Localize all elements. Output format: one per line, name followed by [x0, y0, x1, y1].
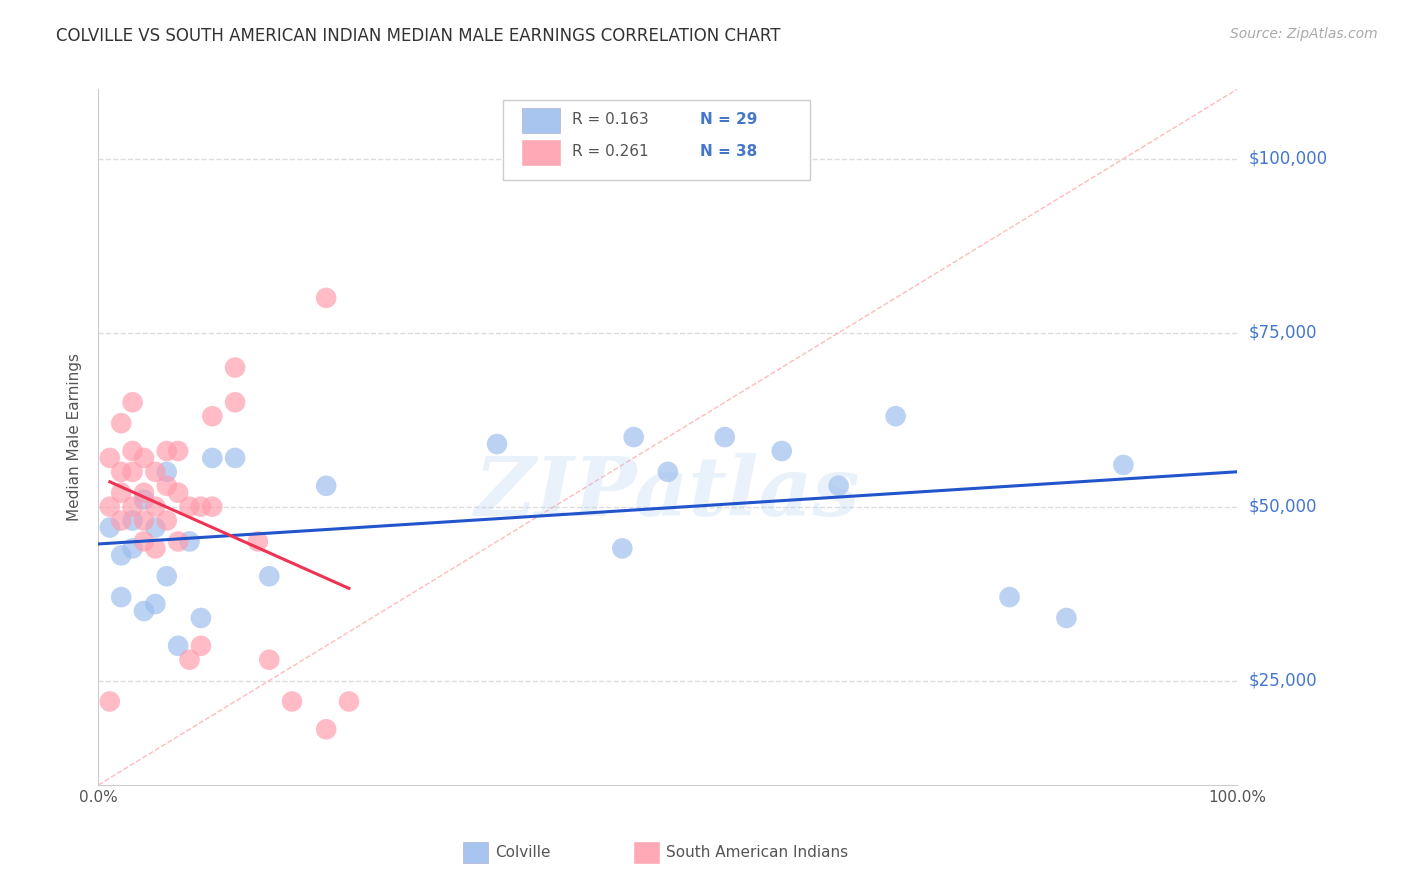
Point [486, 437, 509, 451]
Point [179, 653, 201, 667]
Text: N = 38: N = 38 [700, 145, 756, 160]
FancyBboxPatch shape [634, 842, 659, 863]
Point [179, 534, 201, 549]
Point [132, 534, 155, 549]
Point [828, 479, 851, 493]
Point [110, 416, 132, 430]
Point [156, 444, 179, 458]
Point [259, 653, 281, 667]
Point [190, 639, 212, 653]
Point [145, 541, 167, 556]
Point [167, 485, 190, 500]
Point [132, 514, 155, 528]
Point [121, 514, 143, 528]
Point [315, 723, 337, 737]
FancyBboxPatch shape [522, 108, 560, 133]
Point [156, 569, 179, 583]
Point [156, 465, 179, 479]
Point [98, 450, 121, 465]
Point [121, 444, 143, 458]
Point [145, 500, 167, 514]
Point [167, 639, 190, 653]
Point [121, 395, 143, 409]
Point [110, 514, 132, 528]
Point [145, 597, 167, 611]
Point [998, 590, 1021, 604]
Point [884, 409, 907, 424]
FancyBboxPatch shape [463, 842, 488, 863]
Point [98, 500, 121, 514]
Point [623, 430, 645, 444]
Text: $75,000: $75,000 [1249, 324, 1317, 342]
Text: $100,000: $100,000 [1249, 150, 1327, 168]
Text: Colville: Colville [495, 845, 550, 860]
Point [110, 465, 132, 479]
Point [132, 604, 155, 618]
Point [201, 450, 224, 465]
Point [132, 485, 155, 500]
Y-axis label: Median Male Earnings: Median Male Earnings [67, 353, 83, 521]
Point [714, 430, 737, 444]
Point [201, 500, 224, 514]
Point [132, 450, 155, 465]
Point [121, 541, 143, 556]
FancyBboxPatch shape [503, 100, 810, 179]
Point [281, 694, 304, 708]
Point [1112, 458, 1135, 472]
Point [315, 479, 337, 493]
Point [259, 569, 281, 583]
Text: COLVILLE VS SOUTH AMERICAN INDIAN MEDIAN MALE EARNINGS CORRELATION CHART: COLVILLE VS SOUTH AMERICAN INDIAN MEDIAN… [56, 27, 780, 45]
Point [110, 485, 132, 500]
Point [110, 549, 132, 563]
Point [98, 520, 121, 534]
Point [145, 520, 167, 534]
Point [224, 395, 246, 409]
FancyBboxPatch shape [522, 140, 560, 165]
Point [770, 444, 793, 458]
Point [121, 500, 143, 514]
Point [121, 465, 143, 479]
Text: N = 29: N = 29 [700, 112, 756, 128]
Point [612, 541, 634, 556]
Text: R = 0.261: R = 0.261 [572, 145, 648, 160]
Point [190, 500, 212, 514]
Point [337, 694, 360, 708]
Point [246, 534, 269, 549]
Point [224, 360, 246, 375]
Point [98, 694, 121, 708]
Text: South American Indians: South American Indians [665, 845, 848, 860]
Point [201, 409, 224, 424]
Point [145, 465, 167, 479]
Point [657, 465, 679, 479]
Text: Source: ZipAtlas.com: Source: ZipAtlas.com [1230, 27, 1378, 41]
Text: $50,000: $50,000 [1249, 498, 1317, 516]
Point [156, 479, 179, 493]
Point [1054, 611, 1078, 625]
Point [132, 492, 155, 507]
Point [167, 444, 190, 458]
Point [190, 611, 212, 625]
Point [179, 500, 201, 514]
Text: $25,000: $25,000 [1249, 672, 1317, 690]
Point [110, 590, 132, 604]
Point [224, 450, 246, 465]
Point [167, 534, 190, 549]
Text: ZIPatlas: ZIPatlas [475, 453, 860, 533]
Point [315, 291, 337, 305]
Point [156, 514, 179, 528]
Text: R = 0.163: R = 0.163 [572, 112, 650, 128]
